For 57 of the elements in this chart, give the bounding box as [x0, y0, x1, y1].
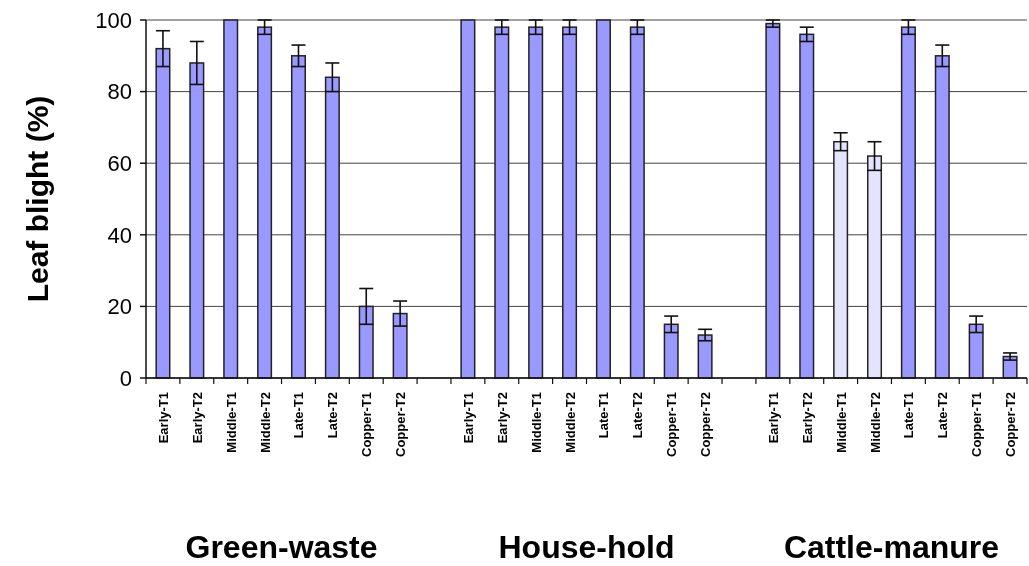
bar: [155, 47, 171, 379]
x-tick-label: Early-T2: [494, 392, 510, 444]
x-tick-label: Late-T1: [901, 392, 917, 439]
x-tick-label: Copper-T2: [393, 392, 409, 457]
bar: [629, 26, 645, 379]
x-tick-label: Early-T1: [155, 392, 171, 444]
text: Green-waste: [185, 529, 378, 565]
y-tick-label: 80: [107, 79, 132, 105]
bar: [257, 26, 273, 379]
x-tick-label: Early-T1: [460, 392, 476, 444]
x-tick-label: Middle-T1: [833, 392, 849, 453]
y-axis-title: Leaf blight (%): [21, 95, 54, 303]
bar: [494, 26, 510, 379]
y-tick-label: 40: [107, 222, 132, 248]
bar: [765, 22, 781, 379]
bar: [934, 55, 950, 379]
text: House-hold: [498, 529, 675, 565]
x-tick-label: Copper-T1: [359, 392, 375, 457]
y-tick-label: 60: [107, 150, 132, 176]
bar: [223, 19, 239, 379]
x-tick-label: Late-T1: [596, 392, 612, 439]
x-tick-label: Copper-T1: [969, 392, 985, 457]
x-tick-label: Middle-T2: [257, 392, 273, 453]
x-tick-label: Late-T1: [291, 392, 307, 439]
bar: [189, 62, 205, 379]
x-tick-label: Middle-T2: [562, 392, 578, 453]
y-tick-label: 0: [119, 365, 132, 391]
bar: [290, 55, 307, 379]
bar: [866, 155, 883, 379]
bar: [968, 323, 984, 379]
bar: [900, 26, 916, 379]
bar: [562, 26, 578, 379]
x-tick-label: Middle-T2: [867, 392, 883, 453]
text: Cattle-manure: [783, 529, 1000, 565]
bar: [528, 26, 544, 379]
x-tick-label: Early-T1: [765, 392, 781, 444]
bar: [595, 19, 611, 379]
bar: [392, 312, 408, 379]
x-tick-label: Copper-T2: [1003, 392, 1019, 457]
x-tick-label: Middle-T1: [223, 392, 239, 453]
bar: [358, 305, 374, 379]
bar: [833, 140, 849, 379]
x-tick-label: Copper-T1: [664, 392, 680, 457]
x-tick-label: Late-T2: [630, 392, 646, 439]
bar: [799, 33, 815, 379]
x-tick-label: Copper-T2: [698, 392, 714, 457]
x-tick-label: Early-T2: [189, 392, 205, 444]
bar: [697, 334, 713, 379]
bar: [663, 323, 679, 379]
bar: [324, 76, 340, 379]
y-tick-label: 20: [107, 294, 132, 320]
x-tick-label: Early-T2: [799, 392, 815, 444]
x-tick-label: Late-T2: [935, 392, 951, 439]
x-tick-label: Middle-T1: [528, 392, 544, 453]
x-tick-label: Late-T2: [325, 392, 341, 439]
y-tick-label: 100: [95, 7, 132, 33]
bar: [460, 19, 476, 379]
